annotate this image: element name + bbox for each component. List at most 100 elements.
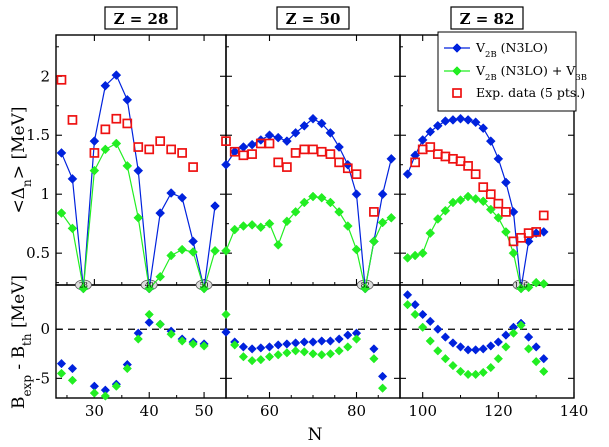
data-point xyxy=(177,244,187,255)
data-point xyxy=(133,142,144,152)
data-point xyxy=(166,250,177,261)
magic-number-label: 40 xyxy=(145,282,154,290)
data-point xyxy=(470,194,481,204)
data-point xyxy=(402,290,413,300)
data-point xyxy=(316,146,327,157)
data-point xyxy=(229,224,240,235)
data-point xyxy=(229,146,240,157)
data-point xyxy=(308,337,318,347)
data-point xyxy=(418,309,428,320)
y-tick-label: 0 xyxy=(40,320,50,338)
data-point xyxy=(247,149,257,159)
x-tick-label: 60 xyxy=(260,402,279,420)
data-point xyxy=(523,282,534,293)
data-point xyxy=(334,346,344,356)
data-point xyxy=(531,277,542,288)
data-point xyxy=(100,144,111,155)
data-point xyxy=(247,356,257,366)
data-point xyxy=(166,144,177,155)
data-point xyxy=(425,316,435,327)
data-point xyxy=(478,196,489,207)
data-point xyxy=(89,148,100,158)
data-point xyxy=(386,212,397,223)
data-point xyxy=(369,236,379,247)
data-point xyxy=(334,207,344,217)
data-point xyxy=(463,191,473,202)
data-point xyxy=(199,341,209,351)
y-tick-label: 0.5 xyxy=(26,244,50,262)
data-point xyxy=(486,341,496,351)
data-point xyxy=(155,271,166,282)
data-point xyxy=(122,95,133,105)
data-point xyxy=(410,299,420,310)
data-point xyxy=(463,369,473,380)
x-tick-label: 40 xyxy=(140,402,159,420)
data-point xyxy=(155,208,166,218)
data-point xyxy=(440,354,451,364)
data-point xyxy=(56,208,67,218)
data-point xyxy=(166,188,177,198)
data-point xyxy=(325,336,336,346)
x-tick-label: 80 xyxy=(347,402,366,420)
x-tick-label: 30 xyxy=(85,402,104,420)
data-point xyxy=(433,324,443,334)
data-point xyxy=(238,352,249,362)
data-point xyxy=(501,207,511,217)
data-point xyxy=(523,344,534,354)
data-point xyxy=(299,144,310,155)
data-point xyxy=(425,336,435,346)
data-point xyxy=(377,217,388,228)
data-point xyxy=(343,342,353,352)
data-point xyxy=(264,218,275,229)
data-point xyxy=(410,309,420,320)
data-point xyxy=(377,371,388,382)
data-point xyxy=(325,197,336,208)
y-axis-label-top: <Δn> [MeV] xyxy=(9,107,34,214)
data-point xyxy=(501,342,511,352)
data-point xyxy=(455,366,466,377)
data-point xyxy=(440,332,451,342)
data-point xyxy=(308,113,318,124)
data-point xyxy=(299,337,309,347)
panel-title-box xyxy=(104,6,178,30)
data-point xyxy=(177,148,187,158)
data-point xyxy=(369,354,379,364)
data-point xyxy=(188,236,198,247)
data-point xyxy=(334,334,344,344)
magic-number-label: 82 xyxy=(361,282,370,290)
data-point xyxy=(325,149,336,159)
data-point xyxy=(256,355,266,365)
data-point xyxy=(247,220,257,230)
magic-number-label: 28 xyxy=(79,282,88,290)
data-point xyxy=(470,369,481,380)
data-point xyxy=(238,342,249,352)
data-point xyxy=(238,150,249,161)
data-point xyxy=(455,342,466,352)
y-axis-label-bottom: Bexp - Bth [MeV] xyxy=(9,275,34,409)
data-point xyxy=(144,283,155,294)
data-point xyxy=(221,159,231,170)
data-point xyxy=(440,205,451,216)
data-point xyxy=(377,383,388,393)
data-point xyxy=(343,330,353,340)
data-point xyxy=(100,391,111,401)
data-point xyxy=(417,248,428,259)
data-point xyxy=(455,113,466,124)
series-line xyxy=(60,74,216,289)
data-point xyxy=(539,366,549,377)
data-point xyxy=(402,253,413,263)
data-point xyxy=(299,347,309,357)
data-point xyxy=(122,118,133,129)
data-point xyxy=(448,197,458,208)
data-point xyxy=(282,162,292,172)
magic-number-label: 50 xyxy=(200,282,209,290)
data-point xyxy=(238,221,249,231)
data-point xyxy=(221,309,231,320)
data-point xyxy=(67,363,78,374)
data-point xyxy=(122,363,132,374)
data-point xyxy=(299,120,310,131)
data-point xyxy=(486,362,496,373)
data-point xyxy=(463,161,473,171)
